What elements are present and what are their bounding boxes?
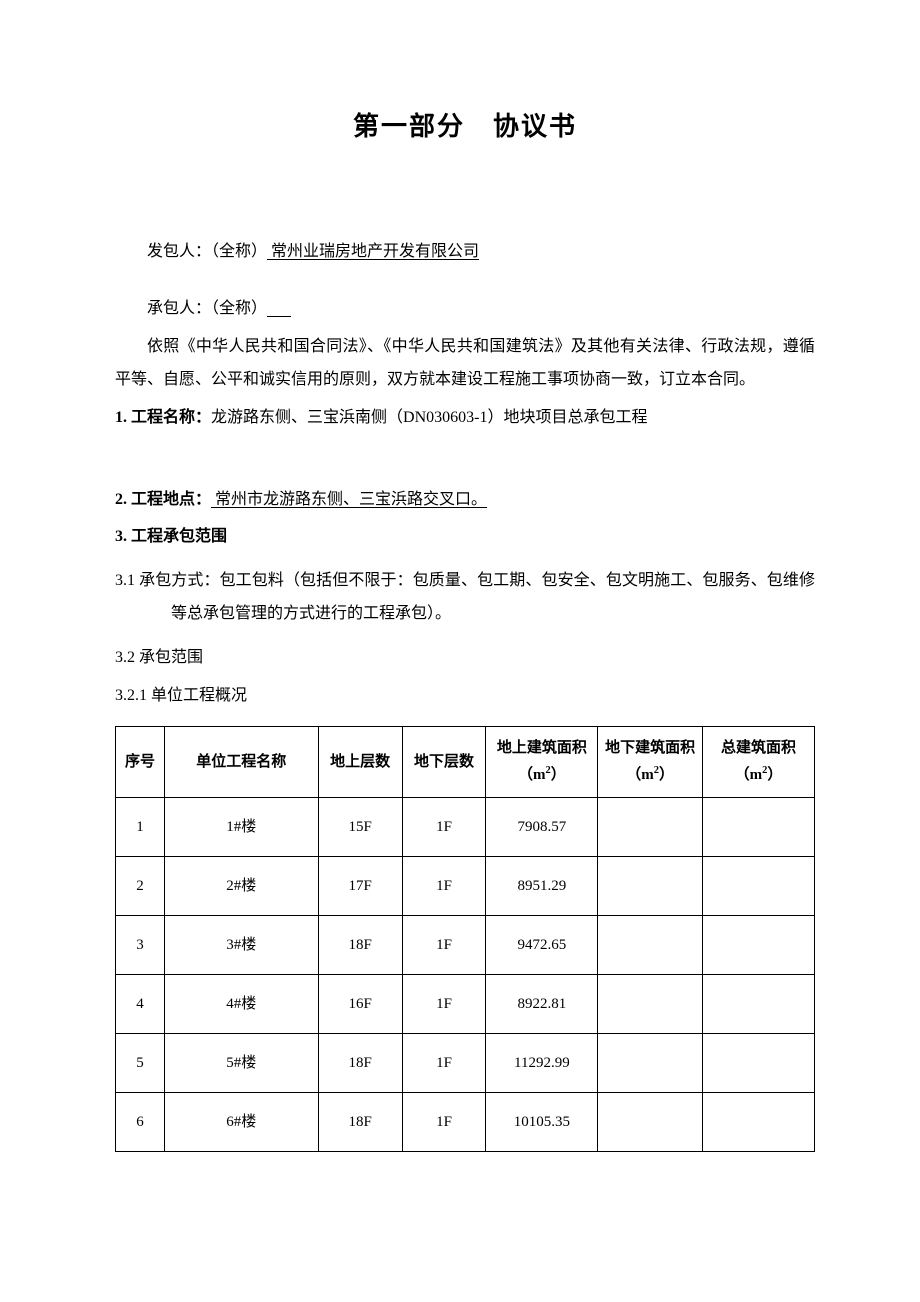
fbr-value: 常州业瑞房地产开发有限公司 [267,243,479,260]
project-table: 序号 单位工程名称 地上层数 地下层数 地上建筑面积（m2） 地下建筑面积（m2… [115,726,815,1152]
th-area-above: 地上建筑面积（m2） [486,727,598,798]
table-row: 22#楼17F1F8951.29 [116,857,815,916]
table-cell: 18F [318,1093,402,1152]
th-seq: 序号 [116,727,165,798]
table-cell: 16F [318,975,402,1034]
table-row: 66#楼18F1F10105.35 [116,1093,815,1152]
cbr-label: 承包人：（全称） [147,300,267,317]
section-3-2-1: 3.2.1 单位工程概况 [115,679,815,713]
th-area-total: 总建筑面积（m2） [703,727,815,798]
table-cell: 10105.35 [486,1093,598,1152]
table-cell [703,857,815,916]
table-cell: 1 [116,798,165,857]
table-cell [598,857,703,916]
section-3-1-label: 3.1 承包方式： [115,572,220,589]
table-cell: 1F [402,798,486,857]
table-cell [703,798,815,857]
cbr-blank [267,300,291,317]
table-cell: 8922.81 [486,975,598,1034]
table-cell: 1#楼 [164,798,318,857]
table-cell [598,798,703,857]
table-cell [598,1093,703,1152]
table-cell: 8951.29 [486,857,598,916]
table-cell: 1F [402,1034,486,1093]
table-body: 11#楼15F1F7908.5722#楼17F1F8951.2933#楼18F1… [116,798,815,1152]
section-3-1-text: 包工包料（包括但不限于：包质量、包工期、包安全、包文明施工、包服务、包维修等总承… [171,572,815,623]
table-cell: 5 [116,1034,165,1093]
table-cell: 3#楼 [164,916,318,975]
table-cell [703,1034,815,1093]
table-cell [598,975,703,1034]
table-row: 55#楼18F1F11292.99 [116,1034,815,1093]
table-cell [703,916,815,975]
document-page: 第一部分 协议书 发包人：（全称） 常州业瑞房地产开发有限公司 承包人：（全称）… [0,0,920,1302]
table-cell: 2#楼 [164,857,318,916]
section-1: 1. 工程名称：龙游路东侧、三宝浜南侧（DN030603-1）地块项目总承包工程 [115,401,815,435]
table-cell: 17F [318,857,402,916]
th-area-below: 地下建筑面积（m2） [598,727,703,798]
table-cell [598,1034,703,1093]
table-cell: 1F [402,916,486,975]
table-cell: 9472.65 [486,916,598,975]
table-cell: 4#楼 [164,975,318,1034]
table-cell: 15F [318,798,402,857]
section-3-2-label: 3.2 承包范围 [115,649,203,666]
table-cell [703,1093,815,1152]
section-3-1: 3.1 承包方式：包工包料（包括但不限于：包质量、包工期、包安全、包文明施工、包… [115,564,815,631]
table-cell: 1F [402,857,486,916]
party-cbr: 承包人：（全称） [115,292,815,326]
section-2-text: 常州市龙游路东侧、三宝浜路交叉口。 [211,491,487,508]
table-cell: 18F [318,1034,402,1093]
table-header-row: 序号 单位工程名称 地上层数 地下层数 地上建筑面积（m2） 地下建筑面积（m2… [116,727,815,798]
th-floors-above: 地上层数 [318,727,402,798]
table-row: 11#楼15F1F7908.57 [116,798,815,857]
intro-paragraph: 依照《中华人民共和国合同法》、《中华人民共和国建筑法》及其他有关法律、行政法规，… [115,330,815,397]
section-3: 3. 工程承包范围 [115,520,815,554]
table-cell: 4 [116,975,165,1034]
th-floors-below: 地下层数 [402,727,486,798]
section-1-label: 1. 工程名称： [115,409,211,426]
table-row: 44#楼16F1F8922.81 [116,975,815,1034]
table-cell: 7908.57 [486,798,598,857]
page-title: 第一部分 协议书 [115,100,815,155]
table-cell [598,916,703,975]
fbr-label: 发包人：（全称） [147,243,267,260]
table-cell: 18F [318,916,402,975]
table-cell [703,975,815,1034]
table-cell: 2 [116,857,165,916]
th-name: 单位工程名称 [164,727,318,798]
section-3-label: 3. 工程承包范围 [115,528,227,545]
table-cell: 1F [402,1093,486,1152]
party-fbr: 发包人：（全称） 常州业瑞房地产开发有限公司 [115,235,815,269]
section-2-label: 2. 工程地点： [115,491,211,508]
table-row: 33#楼18F1F9472.65 [116,916,815,975]
section-2: 2. 工程地点： 常州市龙游路东侧、三宝浜路交叉口。 [115,483,815,517]
table-cell: 5#楼 [164,1034,318,1093]
section-1-text: 龙游路东侧、三宝浜南侧（DN030603-1）地块项目总承包工程 [211,409,647,426]
section-3-2: 3.2 承包范围 [115,641,815,675]
table-cell: 1F [402,975,486,1034]
table-cell: 6#楼 [164,1093,318,1152]
table-cell: 6 [116,1093,165,1152]
table-cell: 11292.99 [486,1034,598,1093]
table-cell: 3 [116,916,165,975]
section-3-2-1-label: 3.2.1 单位工程概况 [115,687,247,704]
